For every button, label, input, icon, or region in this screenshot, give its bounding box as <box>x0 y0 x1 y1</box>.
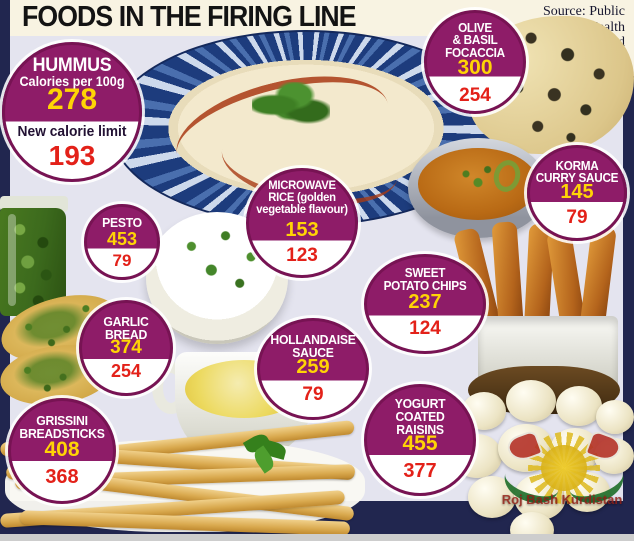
glass-highlight <box>8 214 16 306</box>
food-name: PESTO <box>102 215 142 231</box>
food-name: GARLIC BREAD <box>103 313 149 342</box>
limit-value: 79 <box>302 384 324 406</box>
curry-sauce <box>417 148 539 220</box>
page-title: FOODS IN THE FIRING LINE <box>22 1 357 33</box>
yogurt-raisin <box>468 476 516 518</box>
calories-value: 259 <box>296 356 330 379</box>
food-name: MICROWAVE RICE (golden vegetable flavour… <box>256 178 348 217</box>
korma-bowl-photo <box>408 138 548 238</box>
limit-label: New calorie limit <box>17 123 127 141</box>
food-bubble-pesto: PESTO 453 79 <box>84 204 160 280</box>
frame-right <box>623 76 634 534</box>
calories-value: 453 <box>106 229 138 250</box>
calories-label: Calories per 100g <box>19 72 125 89</box>
limit-value: 193 <box>48 140 96 172</box>
food-name: GRISSINI BREADSTICKS <box>19 413 105 441</box>
calories-value: 455 <box>402 431 438 455</box>
food-name: SWEET POTATO CHIPS <box>383 266 467 293</box>
frame-gray-strip <box>0 534 634 541</box>
food-bubble-yogurt-coated-raisins: YOGURT COATED RAISINS 455 377 <box>364 384 476 496</box>
calories-value: 145 <box>560 181 594 204</box>
food-bubble-microwave-rice: MICROWAVE RICE (golden vegetable flavour… <box>246 168 358 278</box>
yogurt-raisin <box>506 380 556 422</box>
calories-value: 374 <box>110 337 142 359</box>
limit-value: 368 <box>45 466 79 488</box>
food-name: OLIVE & BASIL FOCACCIA <box>445 20 505 60</box>
food-bubble-sweet-potato-chips: SWEET POTATO CHIPS 237 124 <box>364 254 486 354</box>
yogurt-raisin <box>596 400 634 434</box>
food-name: YOGURT COATED RAISINS <box>394 395 446 437</box>
calories-value: 408 <box>44 438 80 461</box>
limit-value: 377 <box>403 460 437 483</box>
limit-value: 124 <box>409 318 441 340</box>
food-bubble-garlic-bread: GARLIC BREAD 374 254 <box>79 300 173 396</box>
calories-value: 237 <box>408 290 442 313</box>
limit-value: 79 <box>566 207 588 229</box>
parsley-garnish <box>251 81 330 126</box>
food-name: HOLLANDAISE SAUCE <box>270 331 356 360</box>
food-bubble-hollandaise-sauce: HOLLANDAISE SAUCE 259 79 <box>257 318 369 420</box>
food-name: HUMMUS <box>32 54 112 76</box>
watermark-text: Roj Bash Kurdistan <box>501 492 623 507</box>
food-name: KORMA CURRY SAUCE <box>535 158 619 186</box>
food-bubble-grissini-breadsticks: GRISSINI BREADSTICKS 408 368 <box>8 398 116 504</box>
calories-value: 300 <box>457 56 493 80</box>
limit-value: 254 <box>459 84 491 106</box>
yogurt-raisin <box>556 386 602 426</box>
kurdistan-sun-icon <box>541 445 587 491</box>
food-bubble-hummus: HUMMUS Calories per 100g 278 New calorie… <box>2 42 142 182</box>
limit-value: 254 <box>110 361 142 382</box>
food-bubble-olive-basil-focaccia: OLIVE & BASIL FOCACCIA 300 254 <box>424 10 526 114</box>
calories-value: 153 <box>285 218 319 241</box>
food-bubble-korma-curry-sauce: KORMA CURRY SAUCE 145 79 <box>527 145 627 241</box>
limit-value: 123 <box>286 244 318 266</box>
calories-value: 278 <box>46 83 98 117</box>
limit-value: 79 <box>112 250 132 270</box>
